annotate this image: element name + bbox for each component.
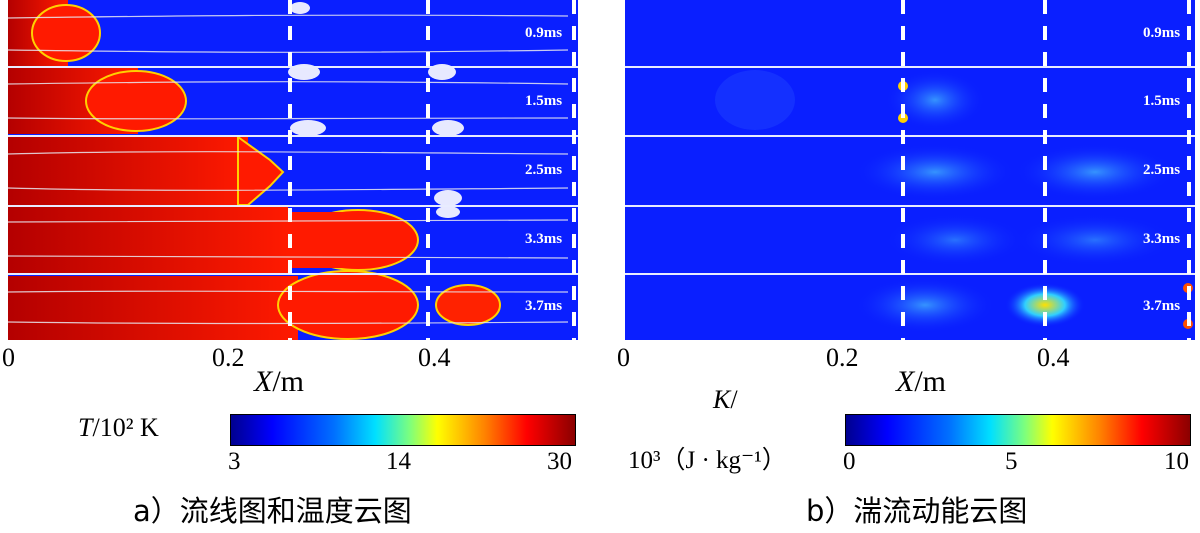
obstacle-wall-3 [1187,0,1191,340]
x-tick-label: 0.2 [826,343,859,372]
time-label: 1.5ms [1143,93,1181,109]
x-tick-label: 0.2 [212,343,245,372]
obstacle-wall-3 [572,0,576,340]
tke-colorbar-label-line2: 10³（J · kg⁻¹） [628,447,787,474]
colorbar-tick-label: 3 [228,448,241,475]
flame-front-2-5ms [237,135,285,206]
colorbar-tick-label: 5 [1005,448,1018,475]
temperature-colorbar-label: T/10² K [78,413,159,442]
obstacle-wall-1 [901,0,905,340]
time-label: 3.3ms [525,231,563,247]
time-label: 3.7ms [525,298,563,314]
flame-front-1-5ms [85,70,187,132]
colorbar-tick-label: 30 [547,448,572,475]
turbulent-kinetic-energy-plot: 0.9ms 1.5ms 2.5ms 3.3ms 3.7ms [625,0,1195,340]
x-tick-label: 0 [2,343,15,372]
time-label: 3.7ms [1143,298,1181,314]
panel-a-caption: a）流线图和温度云图 [133,494,412,528]
panel-b-caption: b）湍流动能云图 [806,494,1028,528]
flame-front-3-7ms [435,284,501,326]
obstacle-wall-2 [1043,0,1047,340]
x-axis-label: X/m [896,365,946,398]
x-tick-label: 0.4 [418,343,451,372]
temperature-contour-plot: 0.9ms 1.5ms 2.5ms 3.3ms 3.7ms [8,0,578,340]
time-label: 0.9ms [525,25,563,41]
time-label: 1.5ms [525,93,563,109]
colorbar-tick-label: 0 [843,448,856,475]
time-label: 3.3ms [1143,231,1181,247]
tke-colorbar-label-line1: K/ [713,385,738,414]
time-label: 2.5ms [525,162,563,178]
obstacle-wall-1 [288,0,292,340]
temperature-colorbar [230,414,576,446]
time-label: 0.9ms [1143,25,1181,41]
obstacle-wall-2 [426,0,430,340]
colorbar-tick-label: 14 [386,448,411,475]
temperature-field [8,0,569,340]
x-axis-label: X/m [254,365,304,398]
x-tick-label: 0.4 [1037,343,1070,372]
tke-field [715,70,1193,333]
flame-front-0-9ms [31,4,101,62]
tke-colorbar [845,414,1191,446]
time-label: 2.5ms [1143,162,1181,178]
x-tick-label: 0 [617,343,630,372]
colorbar-tick-label: 10 [1164,448,1189,475]
